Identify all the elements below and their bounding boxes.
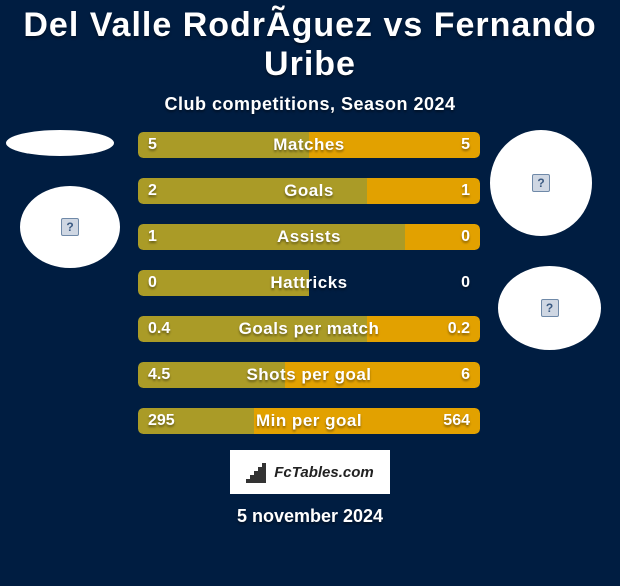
placeholder-icon: ?	[541, 299, 559, 317]
stat-label: Min per goal	[138, 408, 480, 434]
stat-label: Goals	[138, 178, 480, 204]
stat-label: Goals per match	[138, 316, 480, 342]
stats-chart: 55Matches 21Goals 10Assists 00Hattricks 0.40…	[138, 132, 480, 454]
watermark: FcTables.com	[230, 450, 390, 494]
page-title: Del Valle RodrÃ­guez vs Fernando Uribe	[0, 6, 620, 84]
player-ellipse-4: ?	[498, 266, 601, 350]
footer-date: 5 november 2024	[0, 506, 620, 527]
player-ellipse-2: ?	[20, 186, 120, 268]
stat-row: 00Hattricks	[138, 270, 480, 296]
stat-row: 4.56Shots per goal	[138, 362, 480, 388]
stat-row: 21Goals	[138, 178, 480, 204]
page-subtitle: Club competitions, Season 2024	[0, 94, 620, 115]
placeholder-icon: ?	[532, 174, 550, 192]
player-ellipse-1	[6, 130, 114, 156]
stat-label: Hattricks	[138, 270, 480, 296]
player-ellipse-3: ?	[490, 130, 592, 236]
watermark-icon	[246, 461, 268, 483]
watermark-text: FcTables.com	[274, 464, 373, 481]
stat-row: 0.40.2Goals per match	[138, 316, 480, 342]
stat-label: Shots per goal	[138, 362, 480, 388]
placeholder-icon: ?	[61, 218, 79, 236]
stat-row: 295564Min per goal	[138, 408, 480, 434]
stat-row: 55Matches	[138, 132, 480, 158]
stat-row: 10Assists	[138, 224, 480, 250]
stat-label: Assists	[138, 224, 480, 250]
stat-label: Matches	[138, 132, 480, 158]
